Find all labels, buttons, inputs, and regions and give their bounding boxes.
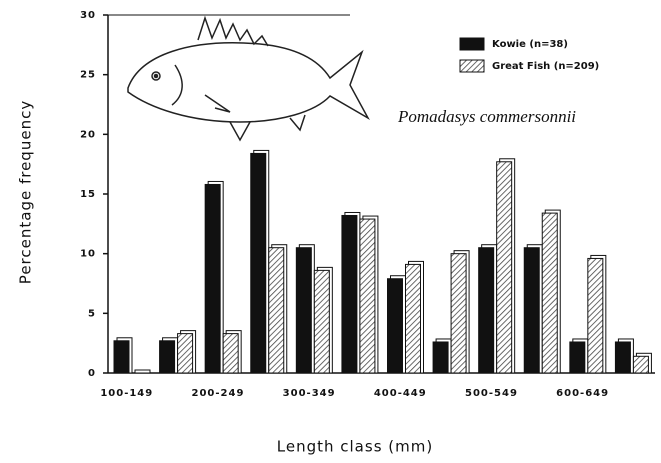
bar <box>614 341 631 374</box>
bar <box>268 247 285 374</box>
x-tick-label: 200-249 <box>192 388 245 399</box>
bar <box>313 269 330 374</box>
bar <box>222 333 239 374</box>
y-tick-label: 15 <box>80 189 96 200</box>
bar <box>250 152 267 374</box>
x-tick-label: 500-549 <box>465 388 518 399</box>
bar <box>523 247 540 374</box>
bar <box>204 183 221 374</box>
bar <box>159 340 176 374</box>
y-axis-label: Percentage frequency <box>17 100 35 284</box>
bar <box>405 263 421 374</box>
y-tick-label: 10 <box>80 249 96 260</box>
x-tick-label: 300-349 <box>283 388 336 399</box>
bar <box>341 214 358 374</box>
species-annotation: Pomadasys commersonnii <box>397 107 576 126</box>
x-axis-label: Length class (mm) <box>277 438 433 456</box>
fish-drawing <box>127 15 370 142</box>
legend-swatch <box>459 59 485 73</box>
x-tick-label: 100-149 <box>100 388 153 399</box>
bar-shadow <box>134 369 151 374</box>
bar <box>632 355 649 374</box>
bar <box>387 278 403 374</box>
bar <box>359 218 376 374</box>
x-tick-label: 600-649 <box>556 388 609 399</box>
x-tick-label: 400-449 <box>374 388 427 399</box>
bar <box>478 247 495 374</box>
y-tick-label: 5 <box>88 308 96 319</box>
bar <box>496 161 513 374</box>
y-tick-label: 0 <box>88 368 96 379</box>
legend-swatch <box>459 37 485 51</box>
bar <box>569 341 586 374</box>
bar <box>432 341 449 374</box>
y-tick-label: 25 <box>80 70 96 81</box>
bar <box>177 333 194 374</box>
bar <box>541 212 558 374</box>
y-tick-label: 20 <box>80 129 96 140</box>
bar <box>450 253 467 374</box>
legend-label: Great Fish (n=209) <box>492 61 599 72</box>
bar <box>295 247 312 374</box>
legend-label: Kowie (n=38) <box>492 39 568 50</box>
bar <box>113 340 130 374</box>
y-tick-label: 30 <box>80 10 96 21</box>
bar <box>587 257 604 374</box>
